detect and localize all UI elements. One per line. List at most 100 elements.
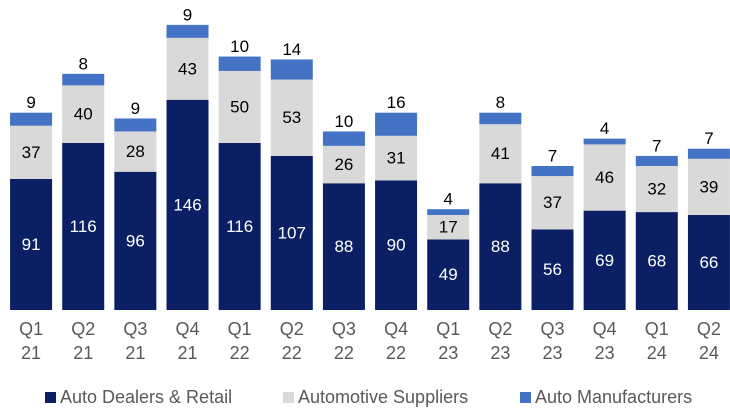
value-label: 17	[439, 218, 458, 237]
x-tick-label: Q4	[384, 319, 408, 339]
x-tick-label: Q2	[280, 319, 304, 339]
bar-segment	[270, 79, 313, 156]
legend-swatch	[283, 392, 294, 403]
value-label: 46	[595, 168, 614, 187]
bar-segment	[10, 112, 53, 126]
value-label: 9	[26, 93, 35, 112]
legend-swatch	[45, 392, 56, 403]
x-tick-label: 21	[125, 343, 145, 363]
bar-segment	[270, 155, 313, 310]
bar-segment	[531, 176, 574, 230]
legend-label: Auto Manufacturers	[535, 387, 692, 407]
x-tick-label: 23	[490, 343, 510, 363]
value-label: 69	[595, 251, 614, 270]
bar-segment	[218, 70, 261, 143]
x-tick-label: 22	[334, 343, 354, 363]
x-tick-label: 24	[647, 343, 667, 363]
bar-segment	[218, 56, 261, 71]
value-label: 32	[647, 180, 666, 199]
bar-segment	[166, 24, 209, 38]
x-tick-label: Q2	[697, 319, 721, 339]
bar-segment	[114, 171, 157, 310]
x-tick-label: 23	[595, 343, 615, 363]
x-tick-label: 21	[21, 343, 41, 363]
bar-segment	[479, 112, 522, 125]
bar-segment	[687, 148, 730, 159]
value-label: 14	[282, 40, 301, 59]
value-label: 40	[74, 105, 93, 124]
bar-segment	[635, 155, 678, 166]
value-label: 7	[704, 129, 713, 148]
bar-segment	[10, 125, 53, 179]
value-label: 7	[652, 136, 661, 155]
bar-segment	[687, 158, 730, 215]
value-label: 4	[600, 119, 609, 138]
value-label: 10	[334, 112, 353, 131]
bar-segment	[166, 37, 209, 100]
bar-segment	[322, 145, 365, 184]
x-tick-label: Q3	[332, 319, 356, 339]
value-label: 39	[699, 177, 718, 196]
bar-segment	[583, 210, 626, 310]
bar-segment	[375, 135, 418, 181]
x-tick-label: Q4	[175, 319, 199, 339]
bar-segment	[166, 99, 209, 310]
bar-segment	[322, 183, 365, 310]
x-tick-label: 21	[177, 343, 197, 363]
x-tick-label: 24	[699, 343, 719, 363]
bar-segment	[375, 180, 418, 310]
value-label: 26	[334, 155, 353, 174]
bar-segment	[322, 131, 365, 146]
legend-swatch	[520, 392, 531, 403]
x-tick-label: 23	[542, 343, 562, 363]
bar-segment	[10, 178, 53, 310]
x-tick-label: 22	[230, 343, 250, 363]
bar-segment	[531, 166, 574, 177]
bar-segment	[583, 144, 626, 211]
value-label: 37	[22, 143, 41, 162]
bar-segment	[531, 229, 574, 310]
bar-segment	[479, 183, 522, 310]
value-label: 96	[126, 231, 145, 250]
value-label: 68	[647, 252, 666, 271]
value-label: 50	[230, 97, 249, 116]
value-label: 4	[443, 190, 452, 209]
bar-segment	[114, 118, 157, 132]
value-label: 9	[183, 5, 192, 24]
value-label: 88	[334, 237, 353, 256]
bar-segment	[218, 142, 261, 310]
value-label: 31	[387, 149, 406, 168]
bar-segment	[270, 59, 313, 80]
value-label: 107	[278, 223, 306, 242]
legend-label: Automotive Suppliers	[298, 387, 468, 407]
value-label: 66	[699, 253, 718, 272]
bar-segment	[427, 214, 470, 240]
x-tick-label: Q4	[593, 319, 617, 339]
value-label: 116	[70, 217, 97, 236]
x-tick-label: Q1	[19, 319, 43, 339]
x-tick-label: 21	[73, 343, 93, 363]
value-label: 8	[496, 93, 505, 112]
value-label: 53	[282, 108, 301, 127]
value-label: 116	[226, 217, 253, 236]
bar-segment	[62, 73, 105, 86]
x-tick-label: 22	[282, 343, 302, 363]
bar-segment	[687, 214, 730, 310]
bar-segment	[479, 124, 522, 184]
bar-segment	[62, 142, 105, 310]
value-label: 16	[387, 93, 406, 112]
value-label: 9	[131, 99, 140, 118]
x-tick-label: Q3	[123, 319, 147, 339]
x-tick-label: Q1	[436, 319, 460, 339]
bar-segment	[114, 131, 157, 172]
x-tick-label: Q3	[540, 319, 564, 339]
bar-segment	[62, 85, 105, 143]
value-label: 90	[387, 236, 406, 255]
value-label: 8	[78, 54, 87, 73]
value-label: 56	[543, 260, 562, 279]
bar-segment	[635, 166, 678, 213]
value-label: 49	[439, 265, 458, 284]
x-tick-label: Q1	[645, 319, 669, 339]
x-tick-label: Q2	[488, 319, 512, 339]
